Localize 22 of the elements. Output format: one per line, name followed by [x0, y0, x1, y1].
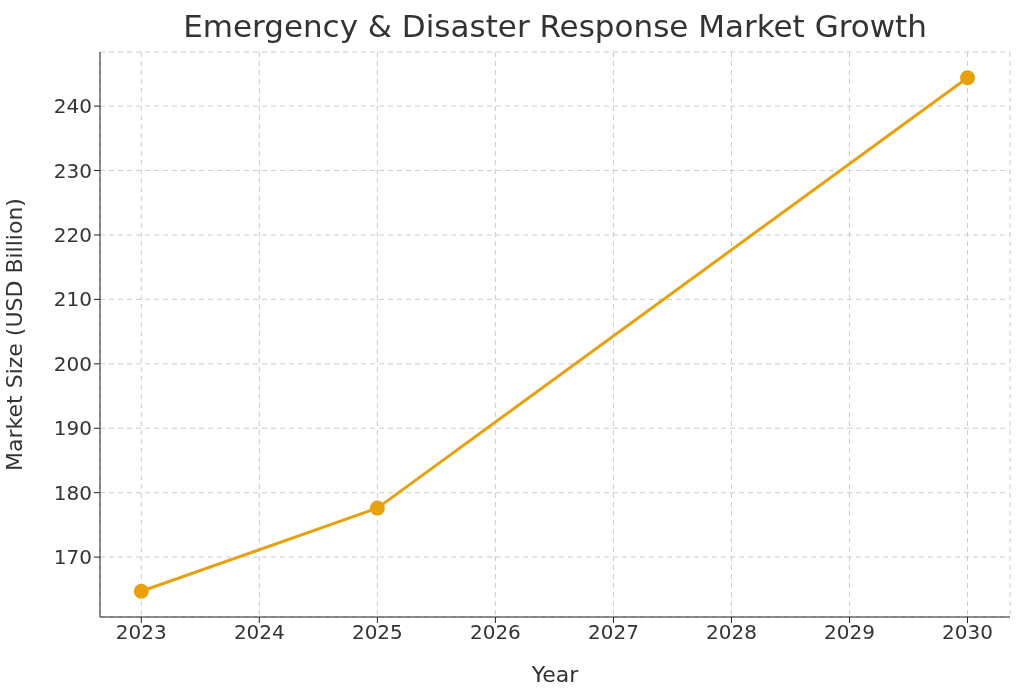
x-tick-label: 2027: [587, 620, 639, 645]
y-tick-label: 210: [53, 287, 92, 312]
y-tick-label: 220: [53, 223, 92, 248]
y-tick-label: 180: [53, 480, 92, 505]
x-tick-label: 2026: [469, 620, 521, 645]
x-tick-label: 2023: [115, 620, 167, 645]
x-tick-label: 2028: [706, 620, 757, 645]
y-tick-label: 240: [53, 94, 92, 119]
x-axis-title: Year: [530, 662, 580, 687]
y-tick-label: 230: [53, 158, 92, 183]
chart-title: Emergency & Disaster Response Market Growth: [182, 8, 928, 44]
point: [369, 500, 385, 516]
x-tick-label: 2024: [233, 620, 285, 645]
x-tick-label: 2030: [942, 620, 993, 645]
y-tick-label: 170: [53, 545, 92, 570]
point: [960, 70, 976, 86]
y-tick-label: 200: [53, 351, 92, 376]
y-tick-label: 190: [53, 416, 92, 441]
x-tick-label: 2029: [824, 620, 875, 645]
point: [133, 583, 149, 599]
y-axis-title: Market Size (USD Billion): [1, 198, 27, 471]
x-tick-label: 2025: [351, 620, 403, 645]
